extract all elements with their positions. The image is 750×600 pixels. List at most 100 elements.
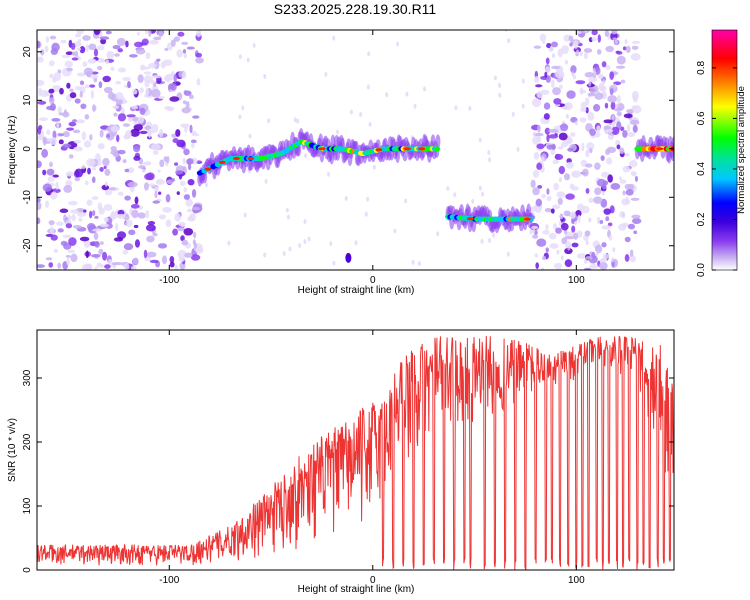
heatmap-cell <box>264 178 268 184</box>
heatmap-cell <box>548 128 559 133</box>
heatmap-cell <box>99 129 104 138</box>
spectrogram-heatmap <box>37 30 674 270</box>
colorbar-tick-label: 0.8 <box>696 61 707 75</box>
heatmap-cell <box>137 116 145 124</box>
heatmap-cell <box>165 219 172 228</box>
heatmap-cell <box>83 140 92 148</box>
heatmap-cell <box>181 72 187 79</box>
y-tick-label: 10 <box>22 94 33 106</box>
heatmap-cell <box>44 45 49 53</box>
heatmap-cell <box>164 47 169 52</box>
heatmap-cell <box>137 212 146 219</box>
heatmap-cell <box>614 107 622 112</box>
heatmap-cell <box>575 30 582 35</box>
heatmap-cell <box>532 131 536 137</box>
heatmap-cell <box>579 51 583 57</box>
heatmap-cell <box>151 123 159 133</box>
heatmap-cell <box>545 75 551 83</box>
heatmap-cell <box>586 142 595 151</box>
heatmap-cell <box>63 214 67 223</box>
heatmap-cell <box>137 74 144 84</box>
heatmap-cell <box>537 184 543 189</box>
heatmap-cell <box>402 150 408 162</box>
heatmap-cell <box>601 92 607 100</box>
heatmap-cell <box>170 39 176 47</box>
heatmap-cell <box>493 75 497 81</box>
heatmap-cell <box>623 113 633 119</box>
heatmap-cell <box>238 114 242 120</box>
heatmap-cell <box>62 143 72 148</box>
heatmap-cell <box>232 156 240 161</box>
heatmap-cell <box>75 86 83 91</box>
heatmap-cell <box>92 228 102 232</box>
heatmap-cell <box>62 131 70 138</box>
heatmap-cell <box>112 262 117 266</box>
heatmap-cell <box>584 72 595 78</box>
heatmap-cell <box>616 111 622 117</box>
heatmap-cell <box>601 242 607 248</box>
heatmap-cell <box>195 160 203 165</box>
heatmap-cell <box>48 220 55 226</box>
heatmap-cell <box>492 232 496 238</box>
heatmap-cell <box>98 248 104 255</box>
heatmap-cell <box>385 92 389 98</box>
heatmap-cell <box>51 85 62 92</box>
heatmap-cell <box>622 190 626 196</box>
heatmap-cell <box>601 61 607 68</box>
heatmap-cell <box>227 240 231 246</box>
heatmap-cell <box>94 266 98 270</box>
heatmap-cell <box>599 262 608 270</box>
heatmap-cell <box>537 124 541 133</box>
heatmap-cell <box>92 210 96 217</box>
heatmap-cell <box>102 75 112 83</box>
heatmap-cell <box>613 83 617 89</box>
heatmap-cell <box>99 36 110 40</box>
heatmap-cell <box>46 168 55 176</box>
heatmap-cell <box>127 181 138 188</box>
heatmap-cell <box>79 90 83 98</box>
heatmap-cell <box>597 73 604 80</box>
heatmap-cell <box>622 211 626 217</box>
heatmap-cell <box>81 264 86 270</box>
heatmap-cell <box>603 208 612 215</box>
heatmap-cell <box>115 222 119 232</box>
heatmap-cell <box>182 157 186 165</box>
heatmap-cell <box>57 228 64 233</box>
heatmap-cell <box>293 117 297 123</box>
spectrogram-x-axis-label: Height of straight line (km) <box>298 285 415 296</box>
heatmap-cell <box>625 45 631 54</box>
heatmap-cell <box>218 160 226 164</box>
heatmap-cell <box>593 196 603 204</box>
heatmap-cell <box>307 236 311 242</box>
heatmap-cell <box>68 154 74 159</box>
heatmap-cell <box>46 129 51 135</box>
heatmap-cell <box>187 163 192 171</box>
colorbar-gradient <box>711 29 738 271</box>
heatmap-cell <box>555 227 562 234</box>
snr-series-line <box>37 335 674 570</box>
heatmap-cell <box>103 204 113 211</box>
heatmap-cell <box>196 30 202 38</box>
heatmap-cell <box>631 214 641 219</box>
heatmap-cell <box>568 35 574 42</box>
x-tick-label: 0 <box>370 575 376 586</box>
heatmap-cell <box>143 249 148 259</box>
heatmap-cell <box>88 43 97 51</box>
heatmap-cell <box>103 217 109 223</box>
heatmap-cell <box>133 155 141 161</box>
heatmap-cell <box>286 214 290 220</box>
heatmap-cell <box>83 263 93 270</box>
heatmap-cell <box>191 188 197 198</box>
heatmap-cell <box>610 183 621 190</box>
heatmap-cell <box>149 39 159 45</box>
heatmap-cell <box>589 147 593 154</box>
heatmap-cell <box>611 257 615 263</box>
heatmap-cell <box>561 45 569 54</box>
heatmap-cell <box>422 86 426 92</box>
heatmap-cell <box>565 162 574 169</box>
heatmap-cell <box>252 43 256 49</box>
heatmap-cell <box>71 214 76 222</box>
heatmap-cell <box>191 142 195 149</box>
x-tick-label: 100 <box>568 575 585 586</box>
heatmap-cell <box>248 133 252 139</box>
